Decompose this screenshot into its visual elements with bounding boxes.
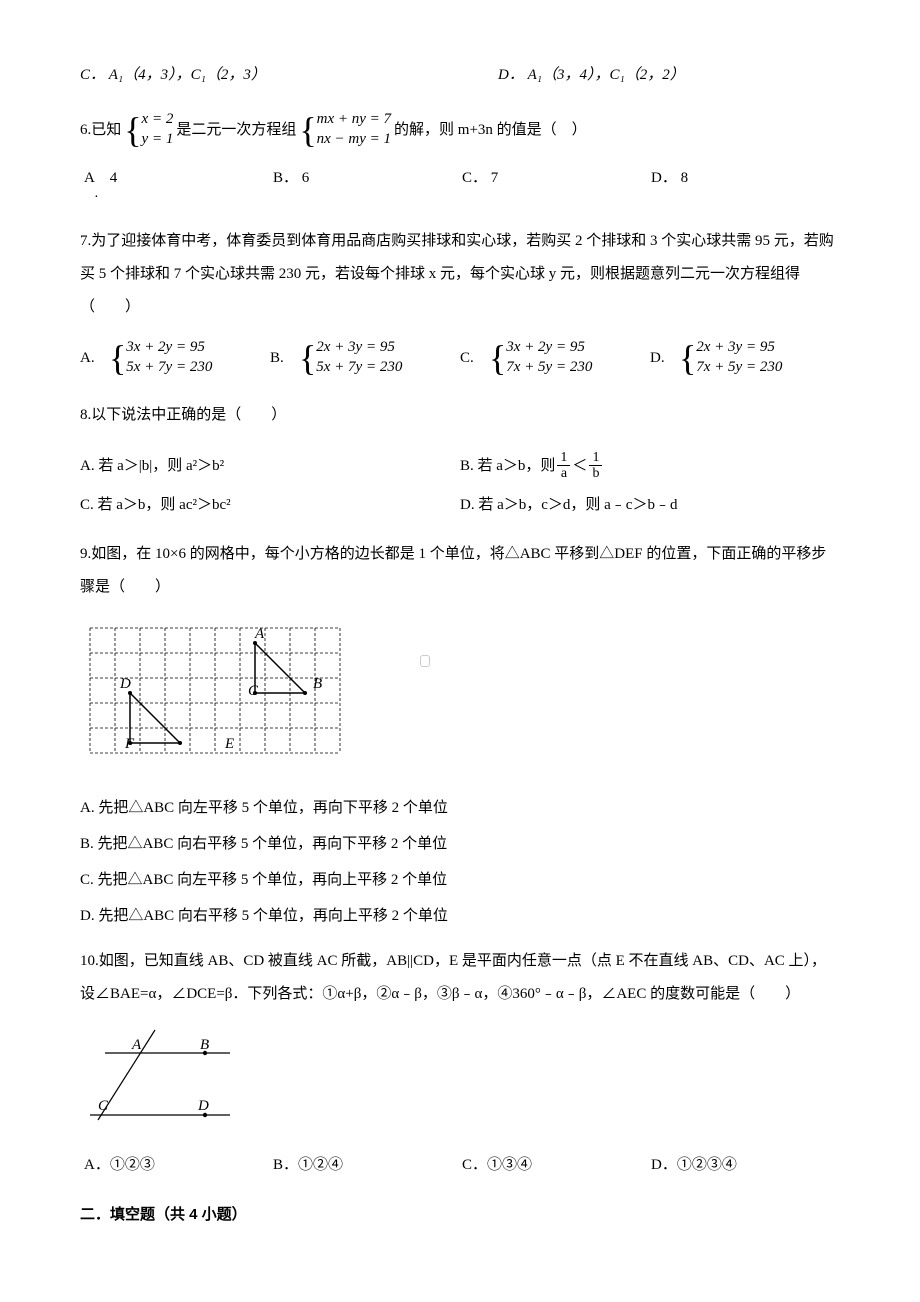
q7-b-bot: 5x + 7y = 230 <box>316 358 402 378</box>
q8-opt-b: B. 若 a＞b，则 1a ＜ 1b <box>460 446 840 486</box>
q10-opt-d: D．①②③④ <box>651 1150 840 1180</box>
q7-opt-b-label: B. <box>270 343 292 373</box>
svg-text:C: C <box>98 1098 109 1114</box>
q6-system-2: { mx + ny = 7 nx − my = 1 <box>299 110 391 149</box>
q6-opt-d: D． 8 <box>651 163 840 205</box>
q9-opt-b: B. 先把△ABC 向右平移 5 个单位，再向下平移 2 个单位 <box>80 829 840 859</box>
q9-opt-a: A. 先把△ABC 向左平移 5 个单位，再向下平移 2 个单位 <box>80 793 840 823</box>
svg-text:B: B <box>313 676 322 692</box>
q6-prefix: 6.已知 <box>80 115 121 145</box>
q10-opt-b: B．①②④ <box>273 1150 462 1180</box>
q6-suffix: 的解，则 m+3n 的值是（ ） <box>394 115 587 145</box>
q8-opt-c: C. 若 a＞b，则 ac²＞bc² <box>80 486 460 524</box>
q7-d-top: 2x + 3y = 95 <box>696 338 782 358</box>
q7-a-top: 3x + 2y = 95 <box>126 338 212 358</box>
question-9-text: 9.如图，在 10×6 的网格中，每个小方格的边长都是 1 个单位，将△ABC … <box>80 538 840 604</box>
q6-opt-b: B． 6 <box>273 163 462 205</box>
q6-sys1-top: x = 2 <box>142 110 174 130</box>
question-10-text: 10.如图，已知直线 AB、CD 被直线 AC 所截，AB||CD，E 是平面内… <box>80 945 840 1011</box>
q6-sys2-top: mx + ny = 7 <box>317 110 391 130</box>
q6-options: A 4 ． B． 6 C． 7 D． 8 <box>80 163 840 205</box>
q7-opt-c-label: C. <box>460 343 482 373</box>
q9-opt-d: D. 先把△ABC 向右平移 5 个单位，再向上平移 2 个单位 <box>80 901 840 931</box>
svg-text:C: C <box>248 683 259 699</box>
q5-options-cd: C． A₁（4，3），C₁（2，3） D． A₁（3，4），C₁（2，2） <box>80 60 840 90</box>
q6-opt-d-val: 8 <box>681 170 689 186</box>
q10-opt-a: A．①②③ <box>84 1150 273 1180</box>
q6-mid: 是二元一次方程组 <box>176 115 296 145</box>
opt-c-label: C． <box>80 67 105 83</box>
q6-system-1: { x = 2 y = 1 <box>124 110 173 149</box>
question-6: 6.已知 { x = 2 y = 1 是二元一次方程组 { mx + ny = … <box>80 110 840 149</box>
q7-opt-a: A. { 3x + 2y = 95 5x + 7y = 230 <box>80 338 270 377</box>
q7-options: A. { 3x + 2y = 95 5x + 7y = 230 B. { 2x … <box>80 338 840 377</box>
q8-options: A. 若 a＞|b|，则 a²＞b² B. 若 a＞b，则 1a ＜ 1b C.… <box>80 446 840 524</box>
q6-sys1-bot: y = 1 <box>142 130 174 150</box>
q9-figure: A B C D E F <box>80 618 840 779</box>
svg-text:D: D <box>197 1098 209 1114</box>
q7-opt-c: C. { 3x + 2y = 95 7x + 5y = 230 <box>460 338 650 377</box>
question-8-text: 8.以下说法中正确的是（ ） <box>80 399 840 432</box>
svg-text:B: B <box>200 1037 209 1053</box>
q7-opt-d-label: D. <box>650 343 672 373</box>
q10-figure: A B C D <box>80 1025 840 1136</box>
q6-sys2-bot: nx − my = 1 <box>317 130 391 150</box>
q6-opt-d-label: D． <box>651 163 677 193</box>
q6-opt-b-val: 6 <box>302 170 310 186</box>
q8-b-frac2: 1b <box>589 450 602 482</box>
q10-options: A．①②③ B．①②④ C．①③④ D．①②③④ <box>80 1150 840 1180</box>
q9-options: A. 先把△ABC 向左平移 5 个单位，再向下平移 2 个单位 B. 先把△A… <box>80 793 840 931</box>
q10-lines-svg: A B C D <box>80 1025 250 1125</box>
section-2-heading: 二．填空题（共 4 小题） <box>80 1200 840 1230</box>
q9-grid-svg: A B C D E F <box>80 618 350 768</box>
question-7-text: 7.为了迎接体育中考，体育委员到体育用品商店购买排球和实心球，若购买 2 个排球… <box>80 225 840 324</box>
svg-text:E: E <box>224 736 234 752</box>
q6-opt-a: A 4 ． <box>84 163 273 205</box>
q10-opt-c: C．①③④ <box>462 1150 651 1180</box>
q6-opt-c: C． 7 <box>462 163 651 205</box>
q9-opt-c: C. 先把△ABC 向左平移 5 个单位，再向上平移 2 个单位 <box>80 865 840 895</box>
q7-a-bot: 5x + 7y = 230 <box>126 358 212 378</box>
q7-d-bot: 7x + 5y = 230 <box>696 358 782 378</box>
svg-text:A: A <box>131 1037 142 1053</box>
opt-d-label: D． <box>498 67 524 83</box>
svg-text:D: D <box>119 676 131 692</box>
watermark-icon <box>420 655 430 667</box>
svg-text:F: F <box>124 736 135 752</box>
q7-c-top: 3x + 2y = 95 <box>506 338 592 358</box>
q6-opt-c-val: 7 <box>491 170 499 186</box>
q8-b-prefix: B. 若 a＞b，则 <box>460 451 555 481</box>
q7-b-top: 2x + 3y = 95 <box>316 338 402 358</box>
q8-opt-a: A. 若 a＞|b|，则 a²＞b² <box>80 446 460 486</box>
q6-opt-c-label: C． <box>462 163 487 193</box>
q7-opt-b: B. { 2x + 3y = 95 5x + 7y = 230 <box>270 338 460 377</box>
q6-opt-a-val: 4 <box>110 170 118 186</box>
q7-c-bot: 7x + 5y = 230 <box>506 358 592 378</box>
opt-d-text: A₁（3，4），C₁（2，2） <box>528 67 685 83</box>
q8-opt-d: D. 若 a＞b，c＞d，则 a﹣c＞b﹣d <box>460 486 840 524</box>
q7-opt-a-label: A. <box>80 343 102 373</box>
q6-opt-b-label: B． <box>273 163 298 193</box>
q7-opt-d: D. { 2x + 3y = 95 7x + 5y = 230 <box>650 338 840 377</box>
opt-c-text: A₁（4，3），C₁（2，3） <box>109 67 266 83</box>
svg-text:A: A <box>254 626 265 642</box>
q8-b-frac1: 1a <box>557 450 570 482</box>
q8-b-lt: ＜ <box>572 451 587 481</box>
